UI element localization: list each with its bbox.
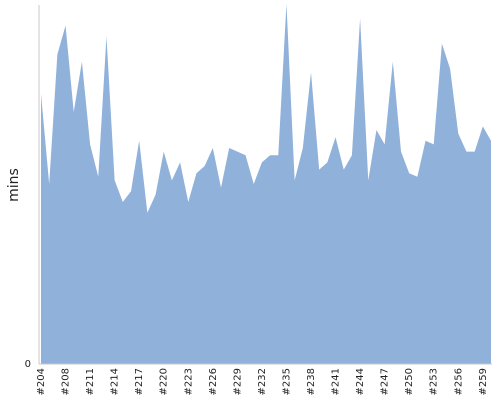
data-point [407, 171, 411, 175]
data-point [342, 168, 346, 172]
data-point [334, 135, 338, 139]
data-point [358, 16, 362, 20]
data-point [162, 150, 166, 154]
data-point [309, 70, 313, 74]
data-point [374, 128, 378, 132]
data-point [252, 182, 256, 186]
data-point [186, 200, 190, 204]
x-tick-label: #217 [134, 368, 145, 395]
x-tick-label: #250 [404, 368, 415, 395]
data-point [317, 168, 321, 172]
x-tick-labels: #204 #208 #211 #214 #217 #220 #223 #226 #229 #232… [36, 368, 489, 395]
data-point [72, 110, 76, 114]
data-point [424, 139, 428, 143]
data-point [489, 139, 493, 143]
data-point [113, 178, 117, 182]
data-point [276, 153, 280, 157]
data-point [194, 171, 198, 175]
data-point [145, 211, 149, 215]
x-tick-label: #214 [110, 368, 121, 395]
x-tick-label: #241 [331, 368, 342, 395]
data-point [104, 34, 108, 38]
x-tick-label: #244 [355, 368, 366, 395]
x-tick-label: #204 [36, 368, 47, 395]
data-point [154, 193, 158, 197]
data-point [481, 124, 485, 128]
data-point [64, 24, 68, 28]
data-point [399, 150, 403, 154]
y-tick-label: 0 [25, 359, 31, 370]
data-point [178, 160, 182, 164]
x-tick-label: #253 [429, 368, 440, 395]
data-point [456, 132, 460, 136]
x-tick-label: #211 [85, 368, 96, 395]
data-point [235, 150, 239, 154]
data-point [473, 150, 477, 154]
x-tick-label: #256 [453, 368, 464, 395]
data-point [203, 164, 207, 168]
x-tick-label: #208 [61, 368, 72, 395]
data-point [415, 175, 419, 179]
data-point [366, 178, 370, 182]
data-point [170, 178, 174, 182]
x-tick-label: #238 [306, 368, 317, 395]
data-point [260, 160, 264, 164]
x-tick-label: #220 [159, 368, 170, 395]
data-point [219, 186, 223, 190]
data-point [325, 160, 329, 164]
y-axis-label: mins [6, 168, 22, 202]
data-point [96, 175, 100, 179]
data-point [121, 200, 125, 204]
data-point [301, 146, 305, 150]
data-point [448, 67, 452, 71]
data-point [227, 146, 231, 150]
data-point [293, 178, 297, 182]
data-point [350, 153, 354, 157]
data-point [268, 153, 272, 157]
data-point [80, 60, 84, 64]
x-tick-label: #247 [380, 368, 391, 395]
data-point [88, 142, 92, 146]
data-point [391, 60, 395, 64]
plot-area [39, 2, 493, 364]
x-tick-label: #229 [232, 368, 243, 395]
data-point [244, 153, 248, 157]
data-point [39, 92, 43, 96]
x-tick-label: #223 [183, 368, 194, 395]
data-point [432, 142, 436, 146]
x-tick-label: #235 [281, 368, 292, 395]
data-point [464, 150, 468, 154]
x-tick-label: #226 [208, 368, 219, 395]
data-point [137, 139, 141, 143]
area-series [41, 4, 491, 364]
data-point [440, 42, 444, 46]
data-point [284, 2, 288, 6]
data-point [129, 189, 133, 193]
data-point [55, 52, 59, 56]
data-point [47, 182, 51, 186]
x-tick-label: #259 [478, 368, 489, 395]
x-tick-label: #232 [257, 368, 268, 395]
data-point [383, 142, 387, 146]
data-point [211, 146, 215, 150]
